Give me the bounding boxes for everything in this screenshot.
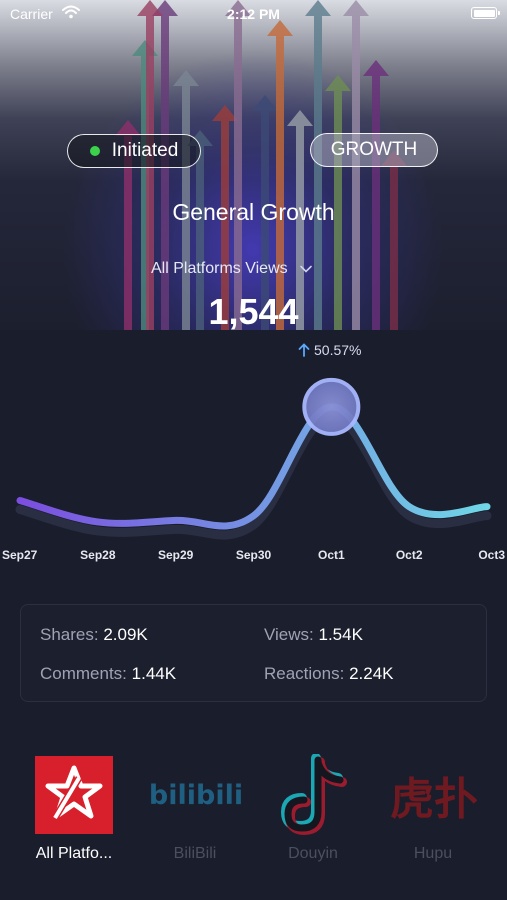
change-badge: 50.57% [298,342,361,358]
stat-comments: Comments: 1.44K [40,664,176,684]
decorative-arrow [363,60,389,330]
x-tick-label: Sep27 [2,548,38,562]
stat-shares: Shares: 2.09K [40,625,148,645]
carrier-label: Carrier [10,6,53,22]
stat-views: Views: 1.54K [264,625,363,645]
decorative-arrow [132,40,158,330]
series-line [16,403,491,530]
x-tick-label: Oct3 [478,548,505,562]
bilibili-logo-icon: bilibili [150,780,242,811]
hupu-logo-icon: 虎扑 [391,774,477,825]
metric-selector[interactable]: All Platforms Views [151,260,312,278]
metric-value: 1,544 [208,291,299,332]
x-tick-label: Sep28 [80,548,116,562]
change-value: 50.57% [314,342,362,358]
decorative-arrow [252,95,278,330]
page-title: General Growth [172,199,335,225]
stat-comments-value: 1.44K [131,664,177,683]
status-pill[interactable]: Initiated [67,134,201,168]
bilibili-logo-text: bilibili [150,780,242,811]
platform-label-douyin: Douyin [288,845,338,862]
hupu-logo-text: 虎扑 [391,774,477,825]
decorative-arrow [212,105,238,330]
decorative-arrow [267,20,293,330]
status-bar: Carrier 2:12 PM [0,0,507,28]
views-line-chart: Sep27 Sep28 Sep29 Sep30 Oct1 Oct2 Oct3 [2,377,505,562]
growth-label: GROWTH [330,139,418,160]
decorative-arrow [287,110,313,330]
decorative-arrow [115,120,141,330]
x-tick-label: Oct2 [396,548,423,562]
decorative-arrow [225,0,251,330]
stat-shares-label: Shares: [40,625,99,644]
stat-comments-label: Comments: [40,664,127,683]
douyin-logo-icon [280,754,347,836]
stat-views-value: 1.54K [318,625,363,644]
stat-reactions: Reactions: 2.24K [264,664,394,684]
status-dot-icon [89,146,100,156]
arrow-up-icon [298,343,310,357]
x-tick-label: Sep29 [158,548,194,562]
platform-label-bilibili: BiliBili [173,845,217,862]
metric-selector-label: All Platforms Views [151,260,288,277]
x-tick-label: Oct1 [318,548,345,562]
growth-button[interactable]: GROWTH [310,133,438,167]
clock: 2:12 PM [227,6,280,22]
decorative-arrow [381,150,407,330]
platform-label-hupu: Hupu [413,845,453,862]
status-label: Initiated [111,140,179,161]
all-platforms-logo-icon [35,756,113,834]
decorative-arrow [187,130,213,330]
stat-reactions-label: Reactions: [264,664,345,683]
stats-card: Shares: 2.09K Views: 1.54K Comments: 1.4… [20,604,487,702]
decorative-arrow [325,75,351,330]
x-tick-label: Sep30 [236,548,272,562]
stat-reactions-value: 2.24K [349,664,394,683]
series-line-shadow [15,411,492,540]
decorative-arrow [173,70,199,330]
platform-label-all: All Platfo... [35,845,113,862]
battery-icon [471,7,500,19]
stat-shares-value: 2.09K [103,625,148,644]
chevron-down-icon [299,265,312,273]
data-point[interactable] [302,377,361,436]
stat-views-label: Views: [264,625,314,644]
wifi-icon [62,5,80,19]
